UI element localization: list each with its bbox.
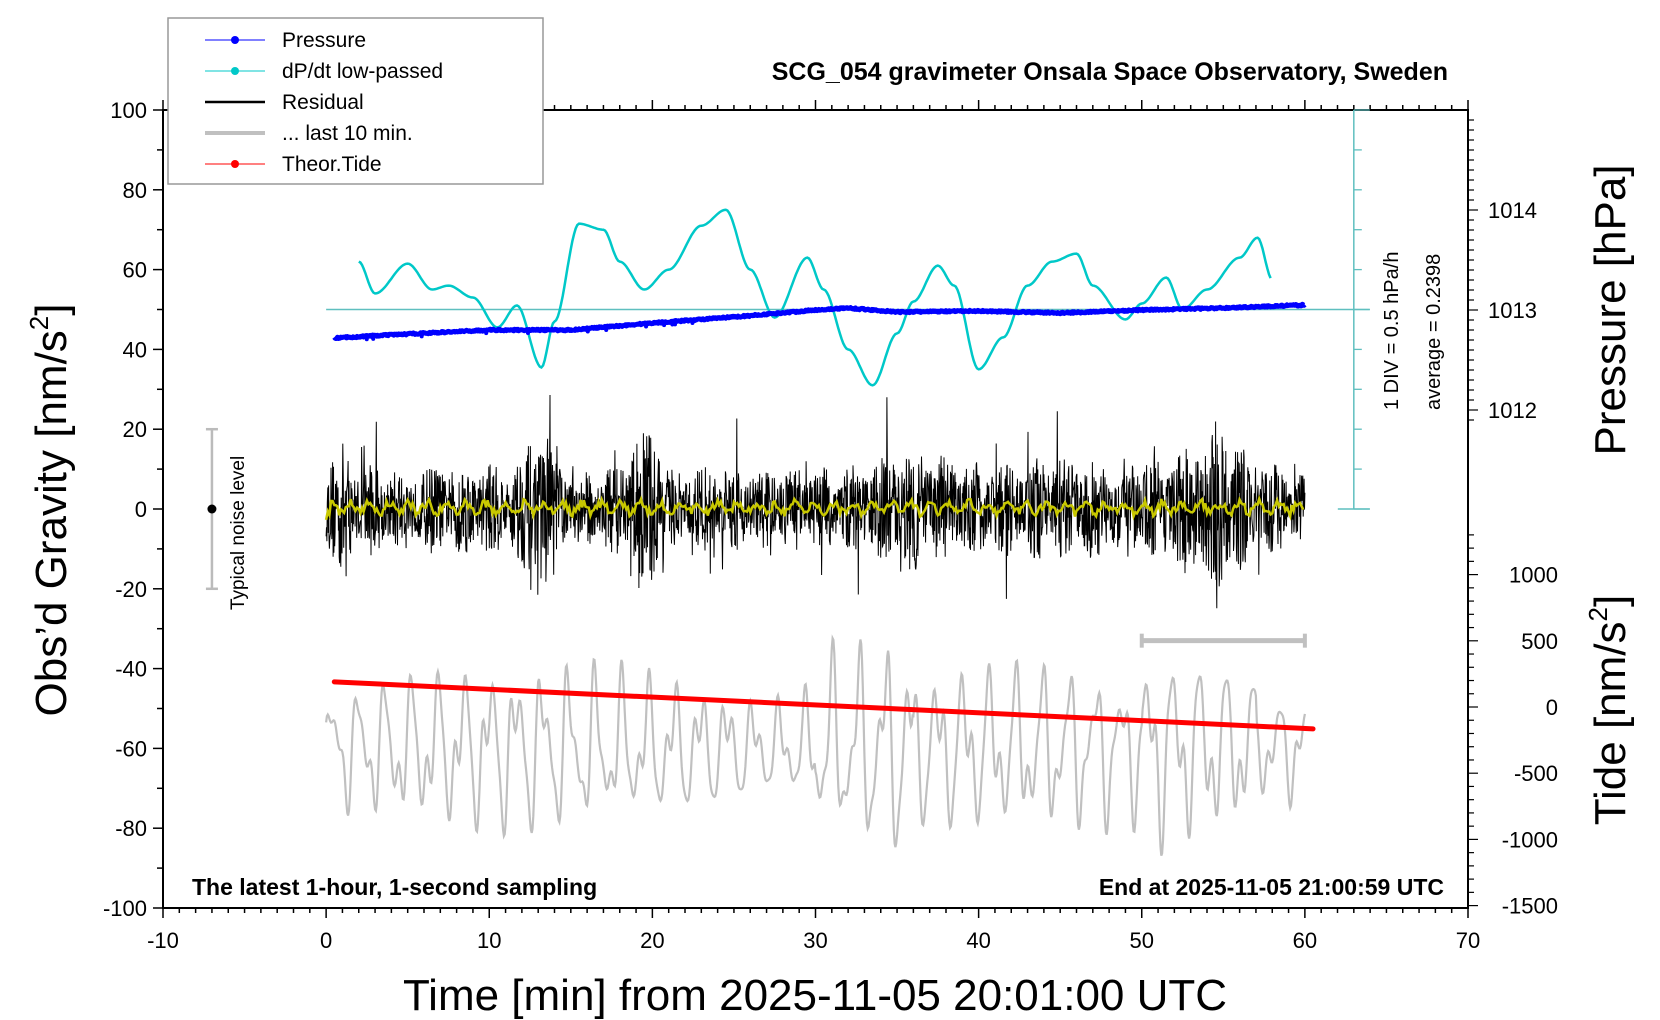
legend-swatch-dot: [231, 160, 239, 168]
y-axis-title-tide: Tide [nm/s2]: [1583, 595, 1635, 825]
y-axis-title-left: Obs’d Gravity [nm/s2]: [24, 303, 76, 716]
y-axis-ticks: -100 -80 -60 -40 -20 0 20 40 60 80 100: [103, 98, 163, 921]
residual-smoothed-line: [324, 494, 1305, 521]
x-tick-label: 60: [1293, 928, 1317, 953]
pressure-tick-label: 1012: [1488, 398, 1537, 423]
theor-tide-series: [331, 679, 1316, 732]
tide-tick-label: -1000: [1502, 827, 1558, 852]
x-axis-title: Time [min] from 2025-11-05 20:01:00 UTC: [403, 971, 1227, 1020]
legend-swatch-dot: [231, 67, 239, 75]
average-label: average = 0.2398: [1423, 254, 1445, 410]
y-tick-label: 20: [123, 417, 147, 442]
y-axis-title-left-close: ]: [27, 303, 76, 315]
tide-tick-label: 500: [1521, 629, 1558, 654]
x-tick-label: 70: [1456, 928, 1480, 953]
pressure-outlier-dot: [419, 334, 424, 339]
legend-swatch-dot: [231, 36, 239, 44]
pressure-outlier-dot: [484, 331, 489, 336]
y-tick-label: -20: [115, 577, 147, 602]
div-label: 1 DIV = 0.5 hPa/h: [1381, 252, 1403, 410]
residual-smoothed-series: [324, 494, 1305, 521]
pressure-outlier-dot: [364, 337, 369, 342]
y-tick-label: 100: [110, 98, 147, 123]
note-bottom-left: The latest 1-hour, 1-second sampling: [192, 874, 597, 900]
y-tick-label: -100: [103, 896, 147, 921]
y-tick-label: 60: [123, 258, 147, 283]
dpdt-line: [358, 208, 1272, 387]
legend-label: dP/dt low-passed: [282, 60, 443, 83]
pressure-outlier-dot: [525, 331, 530, 335]
x-tick-label: 40: [966, 928, 990, 953]
x-tick-label: 20: [640, 928, 664, 953]
note-bottom-right: End at 2025-11-05 21:00:59 UTC: [1099, 874, 1444, 900]
chart-title: SCG_054 gravimeter Onsala Space Observat…: [772, 58, 1448, 86]
tide-tick-label: -1500: [1502, 894, 1558, 919]
x-tick-label: 10: [477, 928, 501, 953]
last-10-min-series: [325, 634, 1306, 857]
y-tick-label: 80: [123, 178, 147, 203]
y-tick-label: -80: [115, 816, 147, 841]
legend-label: Theor.Tide: [282, 153, 382, 176]
last-10-min-bar: [1139, 633, 1307, 648]
y-tick-label: -40: [115, 657, 147, 682]
noise-bar-center-dot: [207, 504, 217, 514]
residual-series: [325, 394, 1306, 609]
pressure-outlier-dot: [585, 329, 590, 334]
legend-label: Residual: [282, 91, 364, 114]
tide-tick-label: 1000: [1509, 563, 1558, 588]
residual-line: [325, 394, 1306, 609]
x-tick-label: 0: [320, 928, 332, 953]
pressure-axis-ticks: 1012 1013 1014: [1468, 119, 1537, 423]
y-tick-label: 40: [123, 337, 147, 362]
pressure-tick-label: 1014: [1488, 198, 1537, 223]
y-axis-title-tide-sup: 2: [1583, 607, 1613, 621]
pressure-tick-label: 1013: [1488, 298, 1537, 323]
pressure-outlier-dot: [690, 321, 695, 326]
y-tick-label: 0: [135, 497, 147, 522]
tide-tick-label: -500: [1514, 761, 1558, 786]
typical-noise-bar: [205, 427, 218, 591]
pressure-series: [332, 301, 1307, 342]
y-axis-title-pressure: Pressure [hPa]: [1586, 164, 1635, 455]
pressure-outlier-dot: [371, 336, 376, 341]
last-10-min-line: [325, 634, 1306, 857]
y-axis-title-tide-close: ]: [1586, 595, 1635, 607]
pressure-outlier-dot: [604, 327, 609, 332]
x-tick-label: 50: [1130, 928, 1154, 953]
dpdt-series: [358, 208, 1272, 387]
tide-axis-ticks: -1500 -1000 -500 0 500 1000: [1468, 534, 1558, 919]
theor-tide-line: [331, 679, 1316, 732]
y-axis-title-left-main: Obs’d Gravity [nm/s: [27, 330, 76, 716]
tide-tick-label: 0: [1546, 695, 1558, 720]
legend-label: Pressure: [282, 29, 366, 52]
x-tick-label: -10: [147, 928, 179, 953]
noise-label: Typical noise level: [228, 456, 249, 610]
pressure-line: [332, 301, 1307, 341]
y-axis-title-tide-main: Tide [nm/s: [1586, 621, 1635, 825]
legend-label: ... last 10 min.: [282, 122, 413, 145]
pressure-outlier-dot: [662, 323, 667, 328]
pressure-outlier-dot: [673, 322, 678, 327]
y-axis-title-left-sup: 2: [24, 316, 54, 330]
y-tick-label: -60: [115, 736, 147, 761]
legend: Pressure dP/dt low-passed Residual ... last…: [167, 17, 544, 185]
x-tick-label: 30: [803, 928, 827, 953]
pressure-outlier-dot: [644, 324, 649, 329]
